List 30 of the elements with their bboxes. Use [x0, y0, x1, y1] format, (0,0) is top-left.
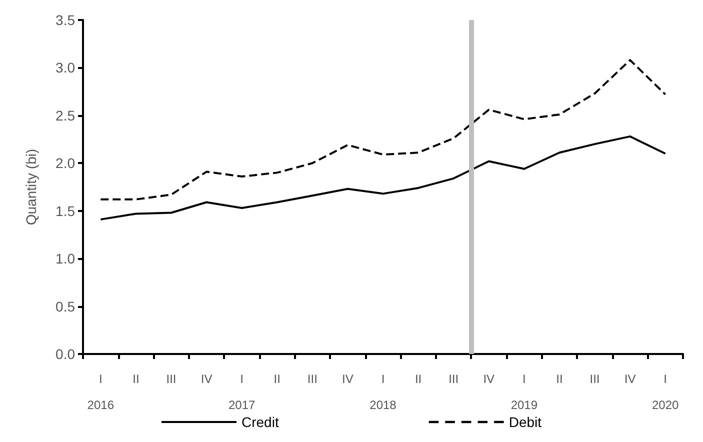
y-tick-label: 3.5 — [56, 12, 76, 28]
y-tick-label: 1.0 — [56, 250, 76, 267]
line-series — [100, 59, 666, 200]
legend-label: Debit — [508, 414, 542, 430]
x-tick-label: IV — [624, 372, 636, 386]
x-tick-label: I 2017 — [228, 372, 256, 412]
x-tick-label: I 2019 — [510, 372, 538, 412]
x-tick-label: III — [590, 372, 600, 386]
legend-label: Credit — [241, 414, 279, 430]
x-tick-label: II — [274, 372, 280, 386]
y-tick-label: 2.0 — [56, 155, 76, 172]
y-axis-title: Quantity (bi) — [23, 148, 39, 226]
x-tick-label: III — [166, 372, 176, 386]
x-tick-label: IV — [342, 372, 354, 386]
line-series — [100, 135, 666, 220]
y-tick-label: 3.0 — [56, 60, 76, 76]
x-tick-label: II — [414, 372, 422, 386]
x-tick-label: I 2020 — [652, 372, 680, 412]
x-tick-label: II — [132, 372, 140, 386]
y-tick-label: 2.5 — [56, 107, 76, 124]
y-tick-label: 0.0 — [56, 346, 76, 362]
x-tick-label: IV — [483, 372, 495, 386]
x-tick-label: IV — [200, 372, 212, 386]
y-tick-label: 1.5 — [56, 202, 76, 219]
x-tick-label: I 2018 — [370, 372, 397, 412]
y-tick-label: 0.5 — [56, 298, 76, 314]
x-tick-label: III — [448, 372, 459, 386]
x-tick-label: I 2016 — [87, 372, 114, 412]
x-tick-label: II — [556, 372, 563, 386]
x-tick-label: III — [307, 372, 318, 386]
